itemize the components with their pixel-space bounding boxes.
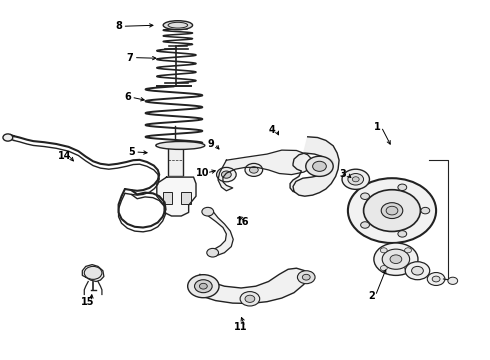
Circle shape <box>348 174 364 185</box>
Circle shape <box>427 273 445 285</box>
Circle shape <box>306 156 333 176</box>
Circle shape <box>297 271 315 284</box>
Circle shape <box>386 206 398 215</box>
Circle shape <box>405 248 412 253</box>
Circle shape <box>245 295 255 302</box>
Polygon shape <box>205 208 233 256</box>
Circle shape <box>382 249 410 269</box>
Circle shape <box>84 266 102 279</box>
Circle shape <box>448 277 458 284</box>
Circle shape <box>302 274 310 280</box>
Circle shape <box>249 167 258 173</box>
Circle shape <box>188 275 219 298</box>
Circle shape <box>432 276 440 282</box>
Circle shape <box>421 207 430 214</box>
Circle shape <box>221 171 231 178</box>
Circle shape <box>240 292 260 306</box>
Circle shape <box>374 243 418 275</box>
Circle shape <box>380 248 387 253</box>
Circle shape <box>352 177 359 182</box>
Circle shape <box>364 190 420 231</box>
Polygon shape <box>198 268 309 303</box>
Circle shape <box>207 248 219 257</box>
Polygon shape <box>290 137 339 196</box>
Circle shape <box>380 266 387 271</box>
FancyBboxPatch shape <box>168 144 183 176</box>
Circle shape <box>390 255 402 264</box>
Text: 2: 2 <box>368 291 375 301</box>
Circle shape <box>398 231 407 237</box>
Bar <box>163 192 172 204</box>
Circle shape <box>361 222 369 228</box>
Circle shape <box>412 266 423 275</box>
Text: 15: 15 <box>80 297 94 307</box>
Text: 7: 7 <box>126 53 133 63</box>
Polygon shape <box>157 177 196 216</box>
Polygon shape <box>218 150 314 191</box>
Circle shape <box>245 163 263 176</box>
Text: 9: 9 <box>207 139 214 149</box>
Circle shape <box>405 262 430 280</box>
Circle shape <box>398 184 407 190</box>
Text: 6: 6 <box>124 92 131 102</box>
Text: 3: 3 <box>340 169 346 179</box>
Circle shape <box>195 280 212 293</box>
Polygon shape <box>82 265 104 282</box>
Circle shape <box>321 158 333 167</box>
Text: 10: 10 <box>196 168 210 178</box>
Circle shape <box>342 169 369 189</box>
Circle shape <box>217 167 236 182</box>
Circle shape <box>348 178 436 243</box>
Circle shape <box>361 193 369 199</box>
Text: 1: 1 <box>374 122 381 132</box>
Text: 5: 5 <box>128 147 135 157</box>
Circle shape <box>3 134 13 141</box>
Text: 11: 11 <box>234 322 248 332</box>
Text: 8: 8 <box>115 21 122 31</box>
Circle shape <box>199 283 207 289</box>
Bar <box>181 192 191 204</box>
Circle shape <box>202 207 214 216</box>
Ellipse shape <box>163 21 193 30</box>
Circle shape <box>313 161 326 171</box>
Circle shape <box>381 203 403 219</box>
Text: 16: 16 <box>236 217 249 228</box>
Text: 4: 4 <box>269 125 275 135</box>
Circle shape <box>405 266 412 271</box>
Text: 14: 14 <box>58 150 72 161</box>
Ellipse shape <box>156 141 205 149</box>
